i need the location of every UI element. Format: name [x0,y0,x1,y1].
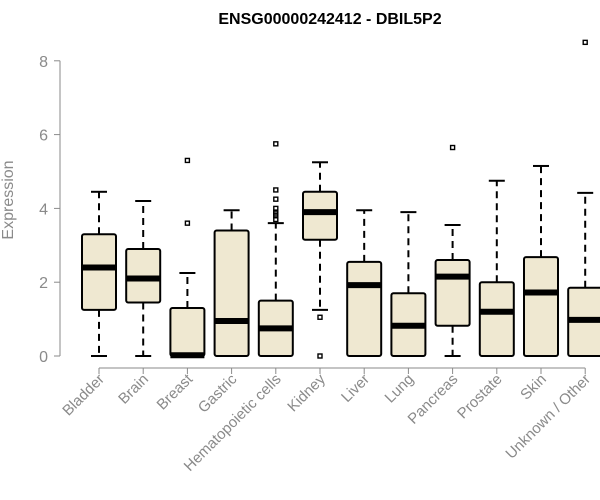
x-tick-label: Brain [115,371,152,408]
outlier-point [273,196,279,202]
x-tick-label: Prostate [454,371,506,423]
box-unknown-other [567,39,600,357]
x-tick-label: Liver [338,371,373,406]
outlier-point [449,144,456,151]
outlier-point [317,314,323,320]
x-tick-label: Breast [154,370,197,413]
outlier-point [582,39,588,46]
box-bladder [81,190,117,357]
axes: 0 2 4 6 8 [39,54,586,374]
outlier-point [273,187,279,193]
box-kidney [302,161,338,359]
plot-area [81,39,600,359]
y-tick-label: 0 [39,349,48,366]
box-breast [169,157,206,359]
box-lung [390,211,427,357]
outlier-point [317,353,323,359]
iqr-box [81,233,117,311]
iqr-box [346,260,383,357]
box-brain [125,200,162,357]
outlier-point [273,141,279,147]
chart-title: ENSG00000242412 - DBIL5P2 [218,11,441,28]
outlier-point [184,220,191,226]
outlier-point [273,205,279,212]
iqr-box [169,307,206,357]
y-axis-label: Expression [0,160,17,239]
x-tick-label: Bladder [59,371,108,420]
outlier-point [184,157,191,164]
iqr-box [213,229,250,357]
iqr-box [302,190,338,241]
y-tick-label: 4 [39,201,48,218]
box-liver [346,209,383,357]
box-skin [523,164,559,357]
iqr-box [434,259,471,327]
box-gastric [213,209,250,357]
x-tick-label: Unknown / Other [502,371,594,463]
box-pancreas [434,144,471,357]
x-tick-label: Lung [382,371,418,407]
y-tick-label: 6 [39,128,48,145]
box-prostate [478,179,515,358]
box-hematopoietic-cells [257,141,294,357]
x-tick-label: Kidney [284,370,329,415]
iqr-box [478,281,515,358]
y-tick-label: 2 [39,275,48,292]
y-tick-label: 8 [39,54,48,71]
x-tick-label: Skin [517,371,550,404]
iqr-box [523,256,559,357]
